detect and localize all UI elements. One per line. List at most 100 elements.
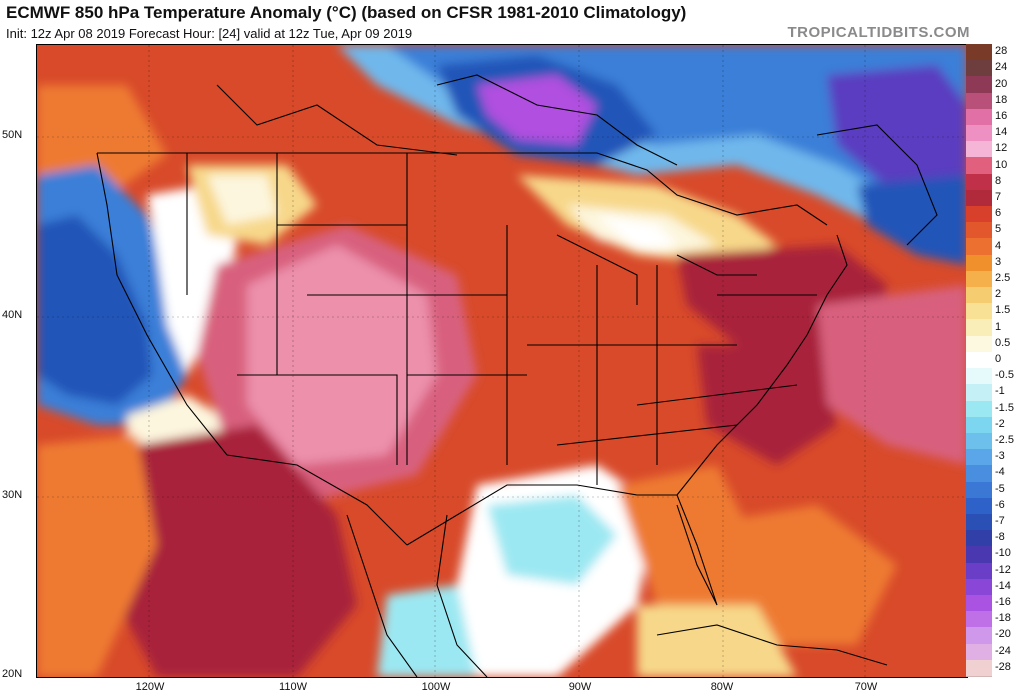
state-line-13 [556, 424, 738, 446]
colorbar-label: 14 [995, 126, 1008, 139]
colorbar-label: -1 [995, 385, 1005, 398]
lake-erie-outline [676, 254, 757, 276]
colorbar-label: -3 [995, 450, 1005, 463]
lon-label-100w: 100W [421, 681, 451, 693]
colorbar-label: 28 [995, 45, 1008, 58]
colorbar-label: -14 [995, 579, 1011, 592]
colorbar-label: -12 [995, 563, 1011, 576]
colorbar-label: 1.5 [995, 304, 1011, 317]
colorbar-swatch [966, 643, 992, 661]
colorbar-swatch [966, 270, 992, 289]
colorbar-swatch [966, 578, 992, 596]
anomaly-map [36, 44, 968, 678]
cuba-coast [656, 624, 888, 666]
colorbar-swatch [966, 659, 992, 677]
lat-label-30n: 30N [2, 489, 23, 501]
chart-subtitle: Init: 12z Apr 08 2019 Forecast Hour: [24… [6, 26, 413, 41]
colorbar-label: -2 [995, 417, 1005, 430]
colorbar-label: 10 [995, 158, 1008, 171]
colorbar-swatch [966, 319, 992, 337]
colorbar-swatch [966, 611, 992, 629]
colorbar-swatch [966, 76, 992, 94]
colorbar-label: 0.5 [995, 336, 1011, 349]
colorbar-label: -20 [995, 628, 1011, 641]
colorbar-swatch [966, 173, 992, 191]
lat-label-50n: 50N [2, 129, 23, 141]
colorbar-label: 2.5 [995, 271, 1011, 284]
colorbar-swatch [966, 141, 992, 159]
us-east-coast [676, 234, 848, 496]
colorbar-swatch [966, 416, 992, 434]
colorbar-label: -0.5 [995, 369, 1014, 382]
anomaly-region-southeast-warm [697, 345, 837, 465]
colorbar-label: 20 [995, 77, 1008, 90]
colorbar-label: 8 [995, 174, 1002, 187]
gulf-coast [406, 484, 718, 606]
lon-label-70w: 70W [854, 681, 878, 693]
anomaly-region-northern-rockies-pale [207, 175, 277, 225]
colorbar-label: -2.5 [995, 434, 1014, 447]
us-mexico-border [226, 454, 408, 546]
anomaly-region-atlantic-cold [857, 175, 967, 265]
colorbar-swatch [966, 238, 992, 256]
anomaly-map-canvas [37, 45, 967, 677]
colorbar-label: 12 [995, 142, 1008, 155]
colorbar-label: 0 [995, 353, 1002, 365]
state-line-14 [636, 384, 798, 406]
colorbar-label: -4 [995, 466, 1005, 479]
anomaly-region-eastern-pacific-warm [37, 435, 157, 677]
colorbar-swatch [966, 189, 992, 208]
great-lakes-outline [556, 234, 638, 305]
colorbar-label: -10 [995, 547, 1011, 560]
anomaly-region-yucatan-cyan [377, 585, 477, 677]
colorbar-swatch [966, 303, 992, 321]
anomaly-region-gulf-cyan [487, 495, 617, 585]
colorbar-swatch [966, 465, 992, 483]
colorbar-swatch [966, 513, 992, 532]
colorbar-label: 3 [995, 255, 1002, 268]
colorbar-swatch [966, 206, 992, 224]
colorbar-swatch [966, 400, 992, 418]
colorbar-label: -6 [995, 498, 1005, 511]
chart-title: ECMWF 850 hPa Temperature Anomaly (°C) (… [6, 3, 687, 22]
colorbar-swatch [966, 481, 992, 499]
colorbar-legend: 28 24 20 18 16 14 12 10 8 7 6 5 4 3 2.5 2 1.5 1 0.5 0 -0.5 -1… [966, 44, 1024, 677]
colorbar-label: -1.5 [995, 401, 1014, 414]
colorbar-swatch [966, 44, 992, 62]
colorbar-swatch [966, 254, 992, 272]
state-line-5 [237, 374, 398, 465]
colorbar-swatch [966, 125, 992, 143]
anomaly-region-cuba-yellow [637, 605, 797, 677]
colorbar-swatch [966, 157, 992, 175]
colorbar-label: 16 [995, 109, 1008, 122]
anomaly-region-pacific-deep-cold [37, 215, 152, 405]
colorbar-label: 2 [995, 288, 1002, 301]
hudson-bay-coast [436, 74, 678, 166]
colorbar-label: -28 [995, 660, 1011, 673]
colorbar-label: -18 [995, 612, 1011, 625]
anomaly-region-atlantic-warm [817, 285, 967, 465]
colorbar-label: -24 [995, 644, 1011, 657]
labrador-coast [816, 124, 938, 246]
colorbar-swatch [966, 222, 992, 240]
colorbar-swatch [966, 92, 992, 110]
political-borders [96, 74, 938, 677]
anomaly-region-southwest-core [247, 245, 437, 465]
colorbar-swatch [966, 497, 992, 515]
lon-label-90w: 90W [568, 681, 592, 693]
lon-label-80w: 80W [710, 681, 734, 693]
colorbar-swatch [966, 627, 992, 645]
lon-label-120w: 120W [135, 681, 165, 693]
anomaly-region-mexico-hot [97, 425, 357, 677]
anomaly-region-hudson-core [477, 75, 597, 145]
us-canada-border [97, 152, 828, 226]
lat-label-40n: 40N [2, 309, 23, 321]
watermark: TROPICALTIDBITS.COM [787, 24, 970, 41]
colorbar-label: -7 [995, 515, 1005, 528]
colorbar-swatch [966, 449, 992, 467]
mexico-east-coast [436, 514, 488, 677]
colorbar-swatch [966, 432, 992, 451]
lon-label-110w: 110W [279, 681, 307, 693]
colorbar-swatch [966, 335, 992, 353]
us-west-coast [96, 152, 228, 456]
